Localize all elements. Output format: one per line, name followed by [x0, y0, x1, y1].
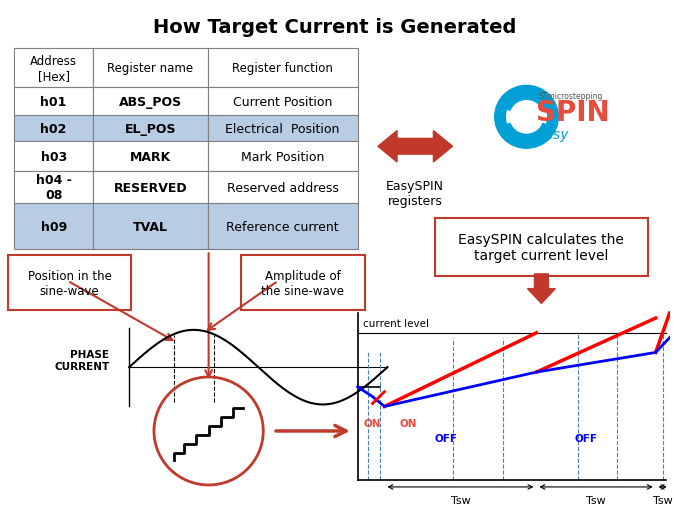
- FancyBboxPatch shape: [14, 116, 94, 142]
- Polygon shape: [528, 274, 555, 304]
- FancyBboxPatch shape: [94, 88, 208, 116]
- Text: Mark Position: Mark Position: [241, 150, 324, 163]
- Text: STmicrostepping: STmicrostepping: [539, 91, 603, 100]
- Text: PHASE
CURRENT: PHASE CURRENT: [54, 350, 109, 371]
- FancyBboxPatch shape: [208, 88, 358, 116]
- Text: RESERVED: RESERVED: [114, 181, 187, 194]
- FancyBboxPatch shape: [435, 219, 648, 276]
- Text: Register name: Register name: [107, 62, 193, 75]
- Text: Amplitude of
the sine-wave: Amplitude of the sine-wave: [262, 269, 344, 297]
- Text: Reference current: Reference current: [226, 220, 339, 233]
- Text: h02: h02: [40, 122, 67, 135]
- Text: SPIN: SPIN: [537, 98, 610, 127]
- Text: TVAL: TVAL: [133, 220, 168, 233]
- Text: Tsw: Tsw: [652, 495, 673, 505]
- FancyBboxPatch shape: [8, 256, 131, 311]
- FancyBboxPatch shape: [14, 172, 94, 204]
- Text: h09: h09: [40, 220, 67, 233]
- FancyBboxPatch shape: [241, 256, 365, 311]
- Polygon shape: [378, 131, 452, 163]
- FancyBboxPatch shape: [208, 172, 358, 204]
- Text: EasySPIN calculates the
target current level: EasySPIN calculates the target current l…: [458, 232, 624, 263]
- Text: Electrical  Position: Electrical Position: [225, 122, 340, 135]
- Text: h03: h03: [40, 150, 67, 163]
- Text: current level: current level: [363, 318, 429, 328]
- Text: ON: ON: [364, 418, 381, 428]
- Text: Current Position: Current Position: [233, 95, 332, 109]
- FancyBboxPatch shape: [94, 116, 208, 142]
- FancyBboxPatch shape: [208, 142, 358, 172]
- FancyBboxPatch shape: [14, 88, 94, 116]
- Text: OFF: OFF: [434, 433, 457, 443]
- Text: Register function: Register function: [232, 62, 333, 75]
- FancyBboxPatch shape: [14, 49, 94, 88]
- Text: ON: ON: [400, 418, 417, 428]
- FancyBboxPatch shape: [14, 142, 94, 172]
- FancyBboxPatch shape: [208, 204, 358, 250]
- Text: Tsw: Tsw: [586, 495, 606, 505]
- Circle shape: [495, 86, 558, 149]
- FancyBboxPatch shape: [208, 116, 358, 142]
- FancyBboxPatch shape: [94, 172, 208, 204]
- Circle shape: [507, 98, 547, 137]
- FancyBboxPatch shape: [94, 204, 208, 250]
- Text: MARK: MARK: [130, 150, 171, 163]
- FancyBboxPatch shape: [208, 49, 358, 88]
- Text: h01: h01: [40, 95, 67, 109]
- FancyBboxPatch shape: [14, 204, 94, 250]
- Text: Tsw: Tsw: [450, 495, 470, 505]
- Text: ABS_POS: ABS_POS: [119, 95, 182, 109]
- Text: Reserved address: Reserved address: [226, 181, 338, 194]
- Text: How Target Current is Generated: How Target Current is Generated: [153, 18, 516, 36]
- FancyBboxPatch shape: [94, 49, 208, 88]
- Text: EL_POS: EL_POS: [125, 122, 176, 135]
- Text: easy: easy: [537, 128, 569, 142]
- FancyBboxPatch shape: [94, 142, 208, 172]
- Text: Address
[Hex]: Address [Hex]: [30, 55, 77, 82]
- Text: EasySPIN
registers: EasySPIN registers: [386, 179, 444, 207]
- Text: h04 -
08: h04 - 08: [36, 174, 71, 201]
- Text: OFF: OFF: [575, 433, 598, 443]
- Text: Position in the
sine-wave: Position in the sine-wave: [28, 269, 111, 297]
